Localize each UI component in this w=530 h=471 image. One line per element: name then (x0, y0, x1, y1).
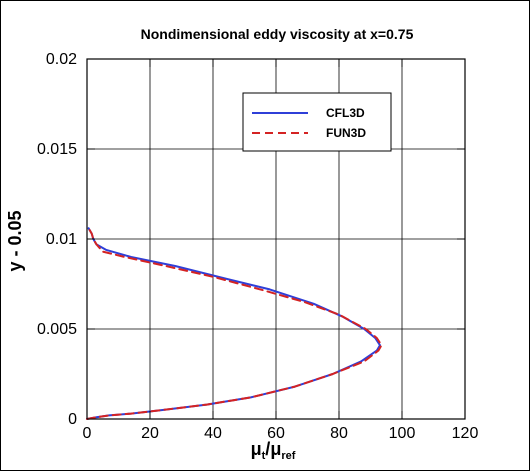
y-axis-tick-label: 0.005 (37, 321, 77, 338)
y-axis-tick-label: 0.015 (37, 141, 77, 158)
fun3d-series-line (86, 227, 383, 420)
series-layer (86, 227, 383, 420)
x-axis-title-main-1: μ (251, 439, 262, 459)
grid-lines (86, 58, 466, 420)
x-axis-title-main-2: μ (270, 439, 281, 459)
x-axis-tick-label: 120 (452, 425, 479, 442)
x-axis-title-sub-2: ref (281, 450, 295, 462)
y-axis-title: y - 0.05 (5, 210, 25, 271)
legend-box (242, 92, 392, 152)
x-axis-tick-label: 20 (141, 425, 159, 442)
legend-label-cfl3d: CFL3D (326, 106, 365, 120)
x-axis-tick-label: 80 (330, 425, 348, 442)
x-axis-ticks: 0 20 40 60 80 100 120 (83, 59, 479, 442)
x-axis-tick-label: 60 (267, 425, 285, 442)
chart-title: Nondimensional eddy viscosity at x=0.75 (141, 26, 414, 42)
x-axis-tick-label: 100 (389, 425, 416, 442)
x-axis-tick-label: 40 (204, 425, 222, 442)
legend: CFL3D FUN3D (242, 92, 392, 152)
y-axis-ticks: 0 0.005 0.01 0.015 0.02 (37, 51, 465, 428)
y-axis-tick-label: 0.02 (46, 51, 77, 68)
legend-label-fun3d: FUN3D (326, 126, 366, 140)
y-axis-tick-label: 0.01 (46, 231, 77, 248)
x-axis-title-slash: / (265, 439, 270, 459)
y-axis-tick-label: 0 (68, 411, 77, 428)
x-axis-tick-label: 0 (83, 425, 92, 442)
x-axis-title-sub-1: t (262, 450, 266, 462)
x-axis-title: μt/μref (251, 439, 296, 462)
